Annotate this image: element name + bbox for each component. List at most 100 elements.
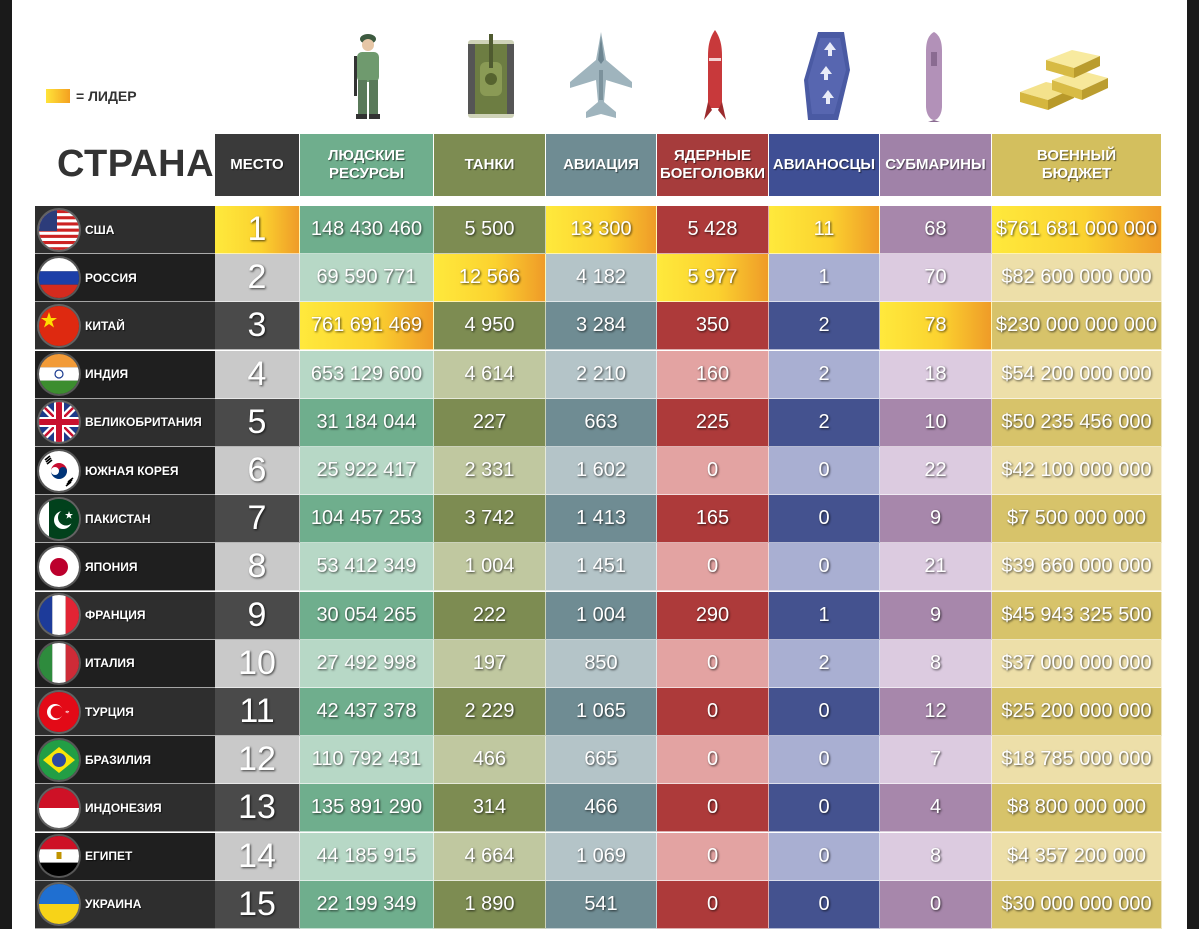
indonesia-flag-icon — [39, 787, 79, 828]
turkey-flag-icon — [39, 691, 79, 732]
column-header-nukes: ЯДЕРНЫЕ БОЕГОЛОВКИ — [657, 134, 769, 196]
rank-cell: 1 — [215, 206, 300, 254]
country-cell: ВЕЛИКОБРИТАНИЯ — [35, 398, 215, 447]
country-name: ТУРЦИЯ — [85, 704, 134, 719]
manpower-cell: 22 199 349 — [300, 880, 434, 929]
rank-cell: 6 — [215, 447, 300, 495]
country-cell: ЯПОНИЯ — [35, 543, 215, 592]
carriers-cell: 2 — [769, 398, 880, 447]
soldier-icon — [354, 34, 380, 119]
country-cell: США — [35, 206, 215, 254]
carriers-cell: 0 — [769, 688, 880, 736]
country-name: ЯПОНИЯ — [85, 559, 138, 574]
nukes-cell: 165 — [657, 495, 769, 544]
country-name: БРАЗИЛИЯ — [85, 752, 152, 767]
country-name: ИНДИЯ — [85, 367, 129, 382]
tanks-cell: 197 — [434, 639, 546, 688]
aircraft-carrier-icon — [804, 32, 850, 120]
manpower-cell: 135 891 290 — [300, 784, 434, 833]
warhead-icon — [704, 30, 726, 120]
subs-cell: 18 — [880, 350, 992, 399]
country-name: ИТАЛИЯ — [85, 656, 135, 671]
tanks-cell: 1 890 — [434, 880, 546, 929]
aviation-cell: 1 602 — [546, 447, 657, 495]
subs-cell: 0 — [880, 880, 992, 929]
country-name: ЕГИПЕТ — [85, 849, 133, 864]
manpower-cell: 104 457 253 — [300, 495, 434, 544]
table-row: ЮЖНАЯ КОРЕЯ 6 25 922 417 2 331 1 602 0 0 22 $42 … — [35, 447, 1162, 495]
nukes-cell: 5 977 — [657, 254, 769, 303]
table-row: ИНДОНЕЗИЯ 13 135 891 290 314 466 0 0 4 $8 800 00… — [35, 784, 1162, 833]
budget-cell: $82 600 000 000 — [992, 254, 1162, 303]
tanks-cell: 1 004 — [434, 543, 546, 592]
rank-cell: 5 — [215, 398, 300, 447]
budget-cell: $18 785 000 000 — [992, 736, 1162, 785]
left-frame — [0, 0, 12, 929]
subs-cell: 4 — [880, 784, 992, 833]
table-row: УКРАИНА 15 22 199 349 1 890 541 0 0 0 $30 000 00… — [35, 880, 1162, 929]
budget-cell: $4 357 200 000 — [992, 832, 1162, 881]
aviation-cell: 466 — [546, 784, 657, 833]
country-column-title: СТРАНА — [57, 143, 215, 185]
italy-flag-icon — [39, 643, 79, 684]
manpower-cell: 25 922 417 — [300, 447, 434, 495]
tanks-cell: 2 331 — [434, 447, 546, 495]
country-name: УКРАИНА — [85, 897, 142, 912]
table-row: ЕГИПЕТ 14 44 185 915 4 664 1 069 0 0 8 $4 357 20… — [35, 832, 1162, 881]
ukraine-flag-icon — [39, 884, 79, 925]
manpower-cell: 53 412 349 — [300, 543, 434, 592]
fighter-jet-icon — [570, 32, 632, 118]
country-cell: ЮЖНАЯ КОРЕЯ — [35, 447, 215, 495]
tanks-cell: 4 614 — [434, 350, 546, 399]
nukes-cell: 0 — [657, 447, 769, 495]
table-row: ЯПОНИЯ 8 53 412 349 1 004 1 451 0 0 21 $39 660 0… — [35, 543, 1162, 592]
subs-cell: 70 — [880, 254, 992, 303]
nukes-cell: 0 — [657, 639, 769, 688]
table-row: РОССИЯ 2 69 590 771 12 566 4 182 5 977 1 70 $82 … — [35, 254, 1162, 303]
aviation-cell: 1 451 — [546, 543, 657, 592]
budget-cell: $230 000 000 000 — [992, 302, 1162, 351]
nukes-cell: 160 — [657, 350, 769, 399]
nukes-cell: 225 — [657, 398, 769, 447]
aviation-cell: 1 069 — [546, 832, 657, 881]
budget-cell: $7 500 000 000 — [992, 495, 1162, 544]
france-flag-icon — [39, 595, 79, 636]
budget-cell: $39 660 000 000 — [992, 543, 1162, 592]
brazil-flag-icon — [39, 739, 79, 780]
rank-cell: 13 — [215, 784, 300, 833]
carriers-cell: 1 — [769, 591, 880, 640]
aviation-cell: 4 182 — [546, 254, 657, 303]
budget-cell: $42 100 000 000 — [992, 447, 1162, 495]
subs-cell: 7 — [880, 736, 992, 785]
country-name: ВЕЛИКОБРИТАНИЯ — [85, 415, 202, 430]
country-cell: БРАЗИЛИЯ — [35, 736, 215, 785]
nukes-cell: 0 — [657, 736, 769, 785]
country-cell: ЕГИПЕТ — [35, 832, 215, 881]
nukes-cell: 0 — [657, 784, 769, 833]
country-cell: ИТАЛИЯ — [35, 639, 215, 688]
rank-cell: 9 — [215, 591, 300, 640]
country-cell: ПАКИСТАН — [35, 495, 215, 544]
country-cell: ИНДИЯ — [35, 350, 215, 399]
aviation-cell: 13 300 — [546, 206, 657, 254]
manpower-cell: 30 054 265 — [300, 591, 434, 640]
manpower-cell: 42 437 378 — [300, 688, 434, 736]
aviation-cell: 541 — [546, 880, 657, 929]
china-flag-icon — [39, 305, 79, 346]
table-row: ИТАЛИЯ 10 27 492 998 197 850 0 2 8 $37 000 000 0… — [35, 639, 1162, 688]
country-name: США — [85, 222, 115, 237]
gold-bars-icon — [1020, 50, 1108, 110]
tanks-cell: 4 664 — [434, 832, 546, 881]
subs-cell: 8 — [880, 639, 992, 688]
table-row: ТУРЦИЯ 11 42 437 378 2 229 1 065 0 0 12 $25 200 … — [35, 688, 1162, 736]
nukes-cell: 0 — [657, 543, 769, 592]
carriers-cell: 0 — [769, 736, 880, 785]
carriers-cell: 0 — [769, 832, 880, 881]
rank-cell: 11 — [215, 688, 300, 736]
country-cell: ТУРЦИЯ — [35, 688, 215, 736]
tanks-cell: 3 742 — [434, 495, 546, 544]
rank-cell: 15 — [215, 880, 300, 929]
country-name: РОССИЯ — [85, 270, 137, 285]
column-header-aviation: АВИАЦИЯ — [546, 134, 657, 196]
pakistan-flag-icon — [39, 498, 79, 539]
